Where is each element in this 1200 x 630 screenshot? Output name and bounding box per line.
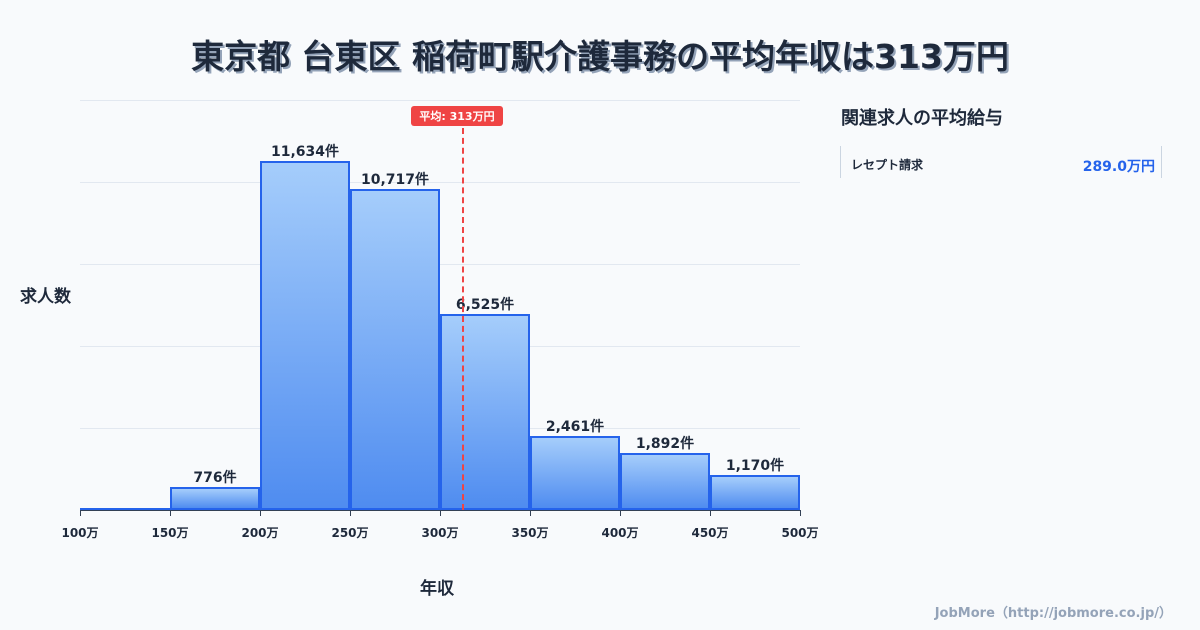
histogram-bar <box>620 453 710 510</box>
gridline <box>80 264 800 265</box>
bar-value-label: 10,717件 <box>360 171 430 188</box>
page-title: 東京都 台東区 稲荷町駅介護事務の平均年収は313万円 <box>191 37 1009 76</box>
x-tick-label: 200万 <box>241 526 279 540</box>
y-axis-label: 求人数 <box>20 287 71 307</box>
histogram-bar <box>350 188 440 510</box>
histogram-bar <box>440 314 530 510</box>
related-job-name: レセプト請求 <box>851 158 924 172</box>
x-tick <box>530 510 531 516</box>
histogram-bar <box>80 508 170 510</box>
x-tick-label: 150万 <box>151 526 189 540</box>
x-tick-label: 350万 <box>511 526 549 540</box>
bar-value-label: 11,634件 <box>270 144 340 160</box>
histogram-plot: 776件 11,634件 10,717件 6,525件 2,461件 1,892件 1,17… <box>80 100 800 510</box>
bar-value-label: 6,525件 <box>455 297 515 314</box>
bar-value-label: 1,170件 <box>725 457 785 474</box>
x-tick-label: 400万 <box>601 526 639 540</box>
x-tick-label: 100万 <box>61 526 99 540</box>
bar-value-label: 776件 <box>193 469 237 486</box>
histogram-bar <box>710 474 800 510</box>
gridline <box>80 182 800 183</box>
x-tick <box>80 510 81 516</box>
x-tick <box>800 510 801 516</box>
x-tick-label: 500万 <box>781 526 819 540</box>
histogram-bar <box>170 486 260 510</box>
histogram-bar <box>260 161 350 510</box>
x-tick-label: 250万 <box>331 526 369 540</box>
x-axis-label: 年収 <box>420 579 454 599</box>
x-tick <box>620 510 621 516</box>
histogram-bar <box>530 436 620 510</box>
bar-value-label: 1,892件 <box>635 436 695 453</box>
x-tick <box>260 510 261 516</box>
x-tick <box>440 510 441 516</box>
mean-badge: 平均: 313万円 <box>411 106 503 126</box>
x-tick-label: 450万 <box>691 526 729 540</box>
related-job-item[interactable]: レセプト請求 289.0万円 <box>840 146 1162 178</box>
x-tick <box>350 510 351 516</box>
x-tick <box>170 510 171 516</box>
footer-credit: JobMore（http://jobmore.co.jp/） <box>934 606 1172 621</box>
x-tick-label: 300万 <box>421 526 459 540</box>
x-tick <box>710 510 711 516</box>
related-jobs-title: 関連求人の平均給与 <box>841 108 1003 129</box>
mean-line <box>462 128 465 510</box>
related-job-salary: 289.0万円 <box>1082 159 1155 175</box>
gridline <box>80 100 800 101</box>
bar-value-label: 2,461件 <box>545 419 605 436</box>
